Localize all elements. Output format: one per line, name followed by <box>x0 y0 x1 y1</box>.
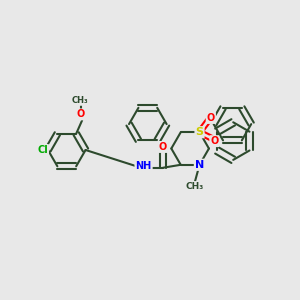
Text: NH: NH <box>135 161 152 171</box>
Text: S: S <box>196 127 203 137</box>
Text: O: O <box>207 113 215 123</box>
Text: N: N <box>195 160 204 170</box>
Text: Cl: Cl <box>37 145 48 155</box>
Text: CH₃: CH₃ <box>186 182 204 191</box>
Text: O: O <box>76 110 85 119</box>
Text: O: O <box>159 142 167 152</box>
Text: CH₃: CH₃ <box>71 96 88 105</box>
Text: O: O <box>210 136 218 146</box>
